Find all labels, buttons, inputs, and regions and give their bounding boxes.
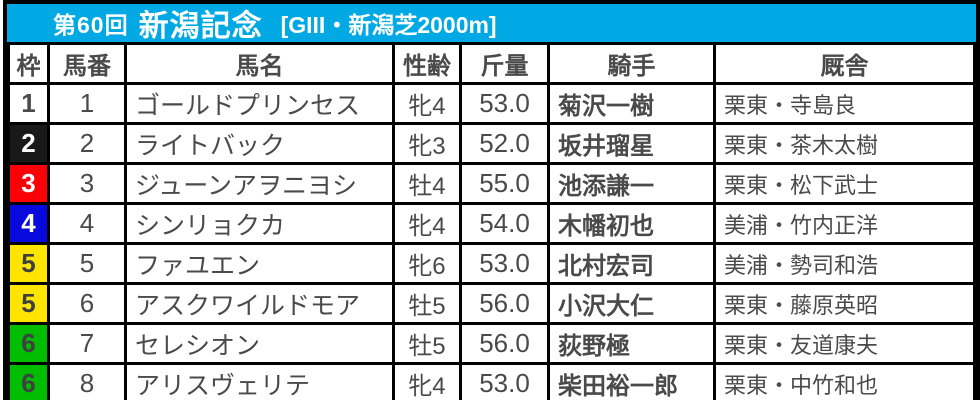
col-header-stable: 厩舎 — [713, 42, 976, 85]
race-card: 第60回 新潟記念 [GIII・新潟芝2000m] 枠 馬番 馬名 性齢 斤量 … — [3, 0, 980, 400]
horse-name-cell: ジューンアヲニヨシ — [124, 162, 395, 205]
jockey-cell: 小沢大仁 — [547, 282, 716, 325]
sex-age-cell: 牡5 — [392, 282, 462, 325]
frame-cell: 6 — [7, 322, 50, 365]
horse-name-cell: アスクワイルドモア — [124, 282, 395, 325]
stable-cell: 栗東・中竹和也 — [713, 362, 976, 400]
jockey-cell: 荻野極 — [547, 322, 716, 365]
stable-cell: 栗東・友道康夫 — [713, 322, 976, 365]
stable-cell: 栗東・寺島良 — [713, 82, 976, 125]
table-row: 6 7 セレシオン 牡5 56.0 荻野極 栗東・友道康夫 — [7, 322, 976, 365]
sex-age-cell: 牝6 — [392, 242, 462, 285]
stable-cell: 美浦・勢司和浩 — [713, 242, 976, 285]
horse-number-cell: 2 — [47, 122, 127, 165]
frame-cell: 5 — [7, 242, 50, 285]
weight-cell: 53.0 — [459, 82, 550, 125]
stable-cell: 栗東・藤原英昭 — [713, 282, 976, 325]
table-row: 5 6 アスクワイルドモア 牡5 56.0 小沢大仁 栗東・藤原英昭 — [7, 282, 976, 325]
frame-cell: 5 — [7, 282, 50, 325]
table-row: 5 5 ファユエン 牝6 53.0 北村宏司 美浦・勢司和浩 — [7, 242, 976, 285]
col-header-number: 馬番 — [47, 42, 127, 85]
race-round: 第60回 — [53, 12, 129, 38]
col-header-jockey: 騎手 — [547, 42, 716, 85]
weight-cell: 53.0 — [459, 362, 550, 400]
table-row: 4 4 シンリョクカ 牝4 54.0 木幡初也 美浦・竹内正洋 — [7, 202, 976, 245]
horse-name-cell: ライトバック — [124, 122, 395, 165]
sex-age-cell: 牝4 — [392, 362, 462, 400]
horse-number-cell: 6 — [47, 282, 127, 325]
horse-number-cell: 7 — [47, 322, 127, 365]
race-title-bar: 第60回 新潟記念 [GIII・新潟芝2000m] — [7, 4, 976, 43]
frame-cell: 6 — [7, 362, 50, 400]
weight-cell: 52.0 — [459, 122, 550, 165]
col-header-sex-age: 性齢 — [392, 42, 462, 85]
jockey-cell: 柴田裕一郎 — [547, 362, 716, 400]
frame-cell: 1 — [7, 82, 50, 125]
frame-cell: 4 — [7, 202, 50, 245]
frame-cell: 3 — [7, 162, 50, 205]
weight-cell: 56.0 — [459, 282, 550, 325]
horse-number-cell: 4 — [47, 202, 127, 245]
header-row: 枠 馬番 馬名 性齢 斤量 騎手 厩舎 — [7, 42, 976, 85]
table-row: 1 1 ゴールドプリンセス 牝4 53.0 菊沢一樹 栗東・寺島良 — [7, 82, 976, 125]
table-row: 6 8 アリスヴェリテ 牝4 53.0 柴田裕一郎 栗東・中竹和也 — [7, 362, 976, 400]
horse-number-cell: 3 — [47, 162, 127, 205]
sex-age-cell: 牝4 — [392, 202, 462, 245]
sex-age-cell: 牝4 — [392, 82, 462, 125]
horse-name-cell: ファユエン — [124, 242, 395, 285]
jockey-cell: 池添謙一 — [547, 162, 716, 205]
weight-cell: 53.0 — [459, 242, 550, 285]
weight-cell: 56.0 — [459, 322, 550, 365]
horse-name-cell: ゴールドプリンセス — [124, 82, 395, 125]
sex-age-cell: 牡5 — [392, 322, 462, 365]
table-row: 3 3 ジューンアヲニヨシ 牡4 55.0 池添謙一 栗東・松下武士 — [7, 162, 976, 205]
sex-age-cell: 牝3 — [392, 122, 462, 165]
sex-age-cell: 牡4 — [392, 162, 462, 205]
jockey-cell: 菊沢一樹 — [547, 82, 716, 125]
entries-body: 1 1 ゴールドプリンセス 牝4 53.0 菊沢一樹 栗東・寺島良 2 2 ライ… — [7, 82, 976, 400]
entries-table: 枠 馬番 馬名 性齢 斤量 騎手 厩舎 1 1 ゴールドプリンセス 牝4 53.… — [7, 42, 976, 400]
col-header-weight: 斤量 — [459, 42, 550, 85]
horse-number-cell: 8 — [47, 362, 127, 400]
stable-cell: 栗東・松下武士 — [713, 162, 976, 205]
horse-name-cell: シンリョクカ — [124, 202, 395, 245]
race-course-info: [GIII・新潟芝2000m] — [280, 12, 497, 38]
weight-cell: 54.0 — [459, 202, 550, 245]
col-header-frame: 枠 — [7, 42, 50, 85]
horse-number-cell: 1 — [47, 82, 127, 125]
race-name: 新潟記念 — [138, 10, 263, 43]
stable-cell: 栗東・茶木太樹 — [713, 122, 976, 165]
frame-cell: 2 — [7, 122, 50, 165]
table-row: 2 2 ライトバック 牝3 52.0 坂井瑠星 栗東・茶木太樹 — [7, 122, 976, 165]
stable-cell: 美浦・竹内正洋 — [713, 202, 976, 245]
horse-name-cell: アリスヴェリテ — [124, 362, 395, 400]
horse-number-cell: 5 — [47, 242, 127, 285]
col-header-horse: 馬名 — [124, 42, 395, 85]
weight-cell: 55.0 — [459, 162, 550, 205]
jockey-cell: 坂井瑠星 — [547, 122, 716, 165]
jockey-cell: 北村宏司 — [547, 242, 716, 285]
jockey-cell: 木幡初也 — [547, 202, 716, 245]
horse-name-cell: セレシオン — [124, 322, 395, 365]
